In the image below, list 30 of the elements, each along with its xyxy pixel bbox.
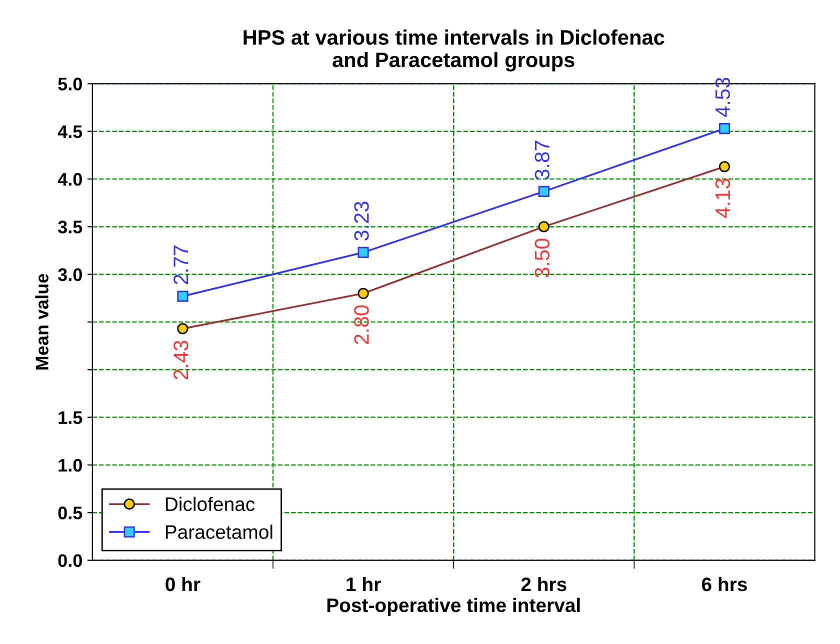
legend-label: Diclofenac bbox=[166, 496, 255, 512]
y-axis-title: Mean value bbox=[35, 274, 48, 370]
y-tick-label: 0.5 bbox=[58, 506, 82, 520]
point bbox=[358, 246, 369, 258]
y-tick-label: 5.0 bbox=[58, 78, 82, 90]
y-tick-label: 4.5 bbox=[58, 125, 82, 138]
data-label: 3.50 bbox=[534, 238, 550, 278]
x-tick-label: 2 hrs bbox=[521, 576, 566, 592]
legend-label: Paracetamol bbox=[166, 524, 272, 539]
x-tick-label: 1 hr bbox=[346, 576, 381, 592]
x-tick-label: 6 hrs bbox=[702, 576, 747, 592]
data-label: 4.53 bbox=[715, 78, 730, 117]
point bbox=[177, 290, 188, 302]
y-tick-label: 1.0 bbox=[58, 458, 82, 472]
data-label: 3.23 bbox=[354, 202, 369, 241]
chart-title: HPS at various time intervals in Diclofenac and Paracetamol groups bbox=[244, 30, 664, 72]
y-tick-label: 4.0 bbox=[58, 172, 82, 186]
data-label: 3.87 bbox=[534, 140, 550, 180]
y-tick-label: 3.5 bbox=[58, 220, 82, 234]
data-label: 2.77 bbox=[174, 246, 188, 284]
data-label: 4.13 bbox=[715, 178, 730, 218]
point bbox=[538, 186, 550, 197]
y-tick-label: 1.5 bbox=[58, 411, 82, 424]
data-label: 2.80 bbox=[354, 305, 369, 344]
x-tick-label: 0 hr bbox=[166, 576, 200, 592]
y-tick-label: 0.0 bbox=[58, 554, 82, 567]
data-label: 2.43 bbox=[174, 340, 188, 380]
y-tick-label: 3.0 bbox=[58, 268, 82, 282]
point bbox=[718, 122, 730, 134]
x-axis-title: Post-operative time interval bbox=[327, 598, 580, 616]
